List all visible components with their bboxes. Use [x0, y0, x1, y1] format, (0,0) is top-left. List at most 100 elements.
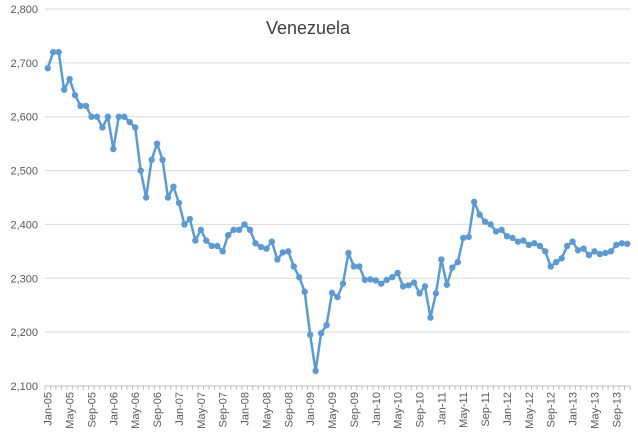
y-tick-label: 2,600 — [10, 112, 38, 124]
data-point — [372, 277, 379, 284]
data-point — [257, 243, 265, 251]
x-tick-label: May-05 — [65, 392, 77, 429]
x-tick-label: Jan-06 — [108, 392, 120, 426]
data-point — [296, 274, 303, 281]
x-tick-label: Sep-06 — [152, 392, 164, 427]
x-axis-tick-labels: Jan-05 May-05 Sep-05 Jan-06 May-06 Sep-06 Jan-… — [43, 386, 631, 429]
data-point — [569, 238, 576, 245]
data-point — [388, 274, 396, 281]
data-point — [361, 276, 369, 284]
data-point — [170, 183, 177, 190]
data-point — [186, 215, 194, 223]
y-tick-label: 2,300 — [10, 273, 38, 285]
data-point — [268, 238, 276, 245]
x-tick-label: May-08 — [261, 392, 273, 429]
data-point — [328, 289, 336, 297]
data-point — [334, 293, 341, 301]
data-point — [427, 314, 434, 321]
y-tick-label: 2,500 — [10, 166, 38, 178]
data-point — [454, 258, 461, 266]
data-point — [509, 234, 516, 242]
data-point — [520, 237, 527, 244]
data-point — [547, 263, 554, 270]
data-point — [60, 86, 68, 93]
x-tick-label: Sep-08 — [283, 392, 295, 427]
data-point — [132, 124, 139, 131]
data-point — [263, 245, 270, 252]
data-point — [121, 113, 128, 120]
data-point — [285, 248, 292, 255]
data-point — [525, 241, 533, 249]
data-point — [55, 48, 62, 56]
data-point — [142, 194, 150, 201]
x-tick-label: May-11 — [458, 392, 470, 428]
data-point — [219, 248, 226, 255]
data-point — [542, 248, 549, 255]
data-point — [312, 367, 319, 375]
data-point — [279, 249, 287, 256]
data-point — [126, 118, 133, 126]
data-point — [274, 256, 281, 263]
data-point — [214, 242, 221, 250]
data-point — [323, 321, 330, 329]
x-tick-label: Sep-12 — [546, 392, 558, 427]
y-tick-label: 2,200 — [10, 327, 38, 339]
x-tick-label: Jan-10 — [371, 392, 383, 426]
x-tick-label: Jan-12 — [502, 392, 514, 426]
data-point — [574, 247, 582, 254]
x-tick-label: May-06 — [130, 392, 142, 429]
data-point — [82, 102, 90, 110]
data-point — [514, 238, 522, 245]
data-point — [50, 48, 57, 56]
data-point — [306, 331, 314, 339]
data-point — [197, 226, 205, 234]
data-point — [356, 263, 363, 270]
x-tick-label: Sep-09 — [349, 392, 361, 427]
y-tick-label: 2,800 — [10, 4, 38, 16]
data-point — [350, 263, 358, 270]
data-point — [421, 283, 429, 290]
data-point — [558, 255, 565, 262]
data-point — [339, 280, 347, 287]
series-line — [46, 50, 629, 373]
data-point — [230, 226, 237, 234]
x-tick-label: Jan-13 — [568, 392, 580, 426]
data-point — [383, 276, 390, 284]
data-point — [153, 140, 161, 147]
data-point — [317, 330, 325, 337]
data-point — [624, 240, 631, 248]
data-point — [181, 221, 188, 228]
x-tick-label: Sep-05 — [86, 392, 98, 427]
data-point — [405, 282, 412, 289]
y-axis-tick-labels: 2,100 2,200 2,300 2,400 2,500 2,600 2,700 2,800 — [10, 4, 38, 393]
data-point — [552, 258, 560, 266]
data-point — [175, 199, 183, 207]
data-point — [410, 279, 418, 286]
data-point — [536, 242, 543, 250]
data-point — [148, 156, 155, 163]
data-point — [99, 124, 106, 131]
data-point — [115, 113, 123, 120]
data-point — [88, 113, 95, 120]
data-point — [563, 242, 571, 250]
data-point — [492, 228, 500, 235]
data-point — [591, 248, 598, 255]
x-tick-label: Jan-08 — [240, 392, 252, 426]
data-point — [438, 256, 445, 263]
x-tick-label: May-12 — [524, 392, 536, 429]
data-point — [224, 232, 232, 239]
x-tick-label: Sep-07 — [218, 392, 230, 427]
data-point — [460, 234, 467, 242]
data-point — [252, 240, 259, 247]
data-point — [470, 198, 478, 206]
x-tick-label: Jan-05 — [43, 392, 55, 426]
data-point — [498, 226, 505, 234]
chart-title: Venezuela — [266, 18, 351, 38]
data-point — [580, 245, 587, 252]
data-point — [596, 250, 604, 258]
data-point — [607, 248, 615, 255]
data-point — [290, 263, 297, 270]
data-point — [585, 251, 593, 259]
